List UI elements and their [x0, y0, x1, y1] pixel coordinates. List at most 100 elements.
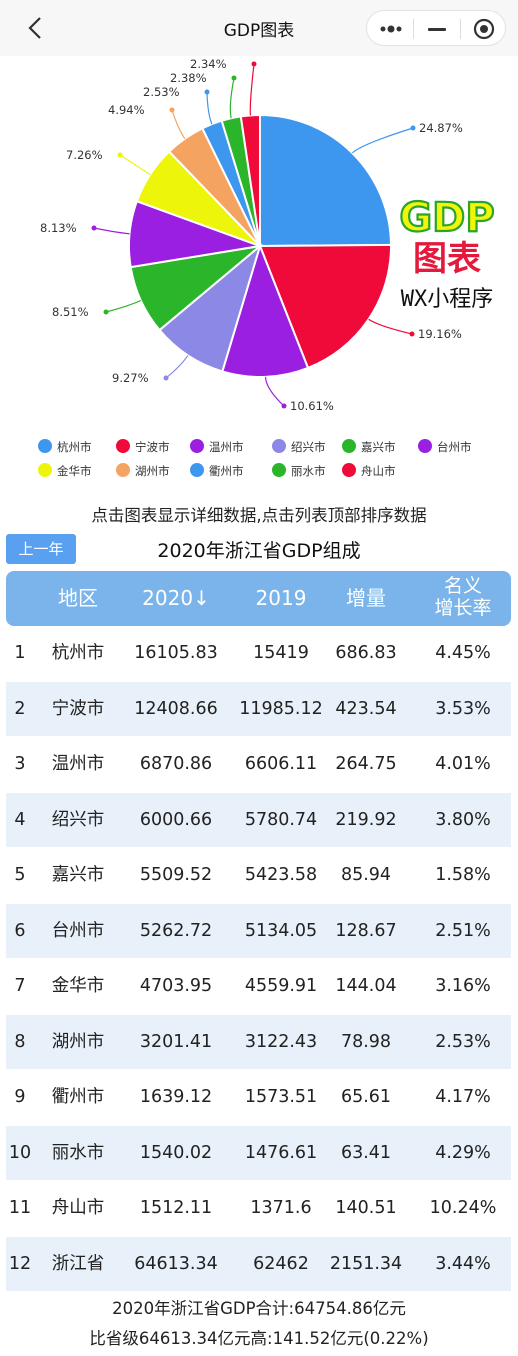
- label-leader-dot: [281, 403, 287, 409]
- table-row[interactable]: 10 丽水市 1540.02 1476.61 63.41 4.29%: [6, 1125, 511, 1181]
- cell-growth: 3.44%: [435, 1253, 491, 1274]
- cell-region: 台州市: [51, 920, 105, 941]
- table-row[interactable]: 12 浙江省 64613.34 62462 2151.34 3.44%: [6, 1236, 511, 1292]
- legend-label: 衢州市: [209, 464, 244, 478]
- cell-region: 温州市: [51, 754, 105, 774]
- table-row[interactable]: 2 宁波市 12408.66 11985.12 423.54 3.53%: [6, 681, 511, 737]
- legend-item[interactable]: 丽水市: [272, 462, 326, 480]
- cell-rank: 3: [14, 754, 26, 774]
- cell-increase: 65.61: [340, 1087, 392, 1107]
- legend-label: 嘉兴市: [361, 440, 396, 454]
- table-row[interactable]: 3 温州市 6870.86 6606.11 264.75 4.01%: [6, 737, 511, 792]
- legend-item[interactable]: 温州市: [190, 438, 244, 456]
- header-2019[interactable]: 2019: [255, 586, 307, 610]
- cell-2019: 11985.12: [239, 698, 323, 719]
- legend-item[interactable]: 宁波市: [116, 438, 170, 456]
- cell-growth: 4.01%: [435, 754, 491, 774]
- label-leader-line: [93, 227, 130, 235]
- cell-increase: 686.83: [335, 643, 397, 663]
- header-increase[interactable]: 增量: [346, 586, 386, 610]
- cell-2020: 16105.83: [134, 643, 218, 663]
- cell-rank: 5: [14, 865, 26, 885]
- header-growth-line1: 名义: [443, 575, 482, 597]
- back-arrow-icon[interactable]: [22, 12, 50, 44]
- cell-region: 舟山市: [51, 1198, 105, 1218]
- cell-2020: 6000.66: [139, 809, 213, 830]
- minimize-icon[interactable]: [427, 19, 447, 39]
- cell-increase: 128.67: [335, 920, 397, 941]
- pie-slice[interactable]: [221, 242, 310, 378]
- cell-rank: 4: [14, 809, 26, 830]
- legend-label: 宁波市: [135, 440, 170, 454]
- legend-color-dot: [190, 439, 204, 453]
- legend-item[interactable]: 衢州市: [190, 462, 244, 480]
- legend-label: 湖州市: [135, 464, 170, 478]
- label-leader-dot: [117, 152, 123, 158]
- pie-percent-label: 2.38%: [170, 71, 207, 85]
- pie-slice[interactable]: [259, 113, 393, 248]
- pie-percent-label: 8.51%: [52, 305, 89, 319]
- legend-item[interactable]: 舟山市: [342, 462, 396, 480]
- legend-item[interactable]: 嘉兴市: [342, 438, 396, 456]
- legend-label: 丽水市: [291, 464, 326, 478]
- header-rank: [6, 571, 34, 626]
- cell-2019: 3122.43: [244, 1031, 318, 1052]
- cell-2019: 5134.05: [244, 920, 318, 941]
- cell-increase: 423.54: [335, 698, 397, 719]
- pie-percent-label: 4.94%: [108, 103, 145, 117]
- label-leader-line: [171, 109, 186, 140]
- table-row[interactable]: 8 湖州市 3201.41 3122.43 78.98 2.53%: [6, 1014, 511, 1070]
- legend-item[interactable]: 杭州市: [38, 438, 92, 456]
- cell-2020: 64613.34: [134, 1253, 218, 1274]
- cell-increase: 63.41: [340, 1142, 392, 1163]
- header-growth-rate[interactable]: 名义 增长率: [418, 571, 508, 626]
- cell-growth: 4.17%: [435, 1087, 491, 1107]
- legend-item[interactable]: 台州市: [418, 438, 472, 456]
- legend-label: 舟山市: [361, 464, 396, 478]
- label-leader-dot: [91, 225, 97, 231]
- table-row[interactable]: 1 杭州市 16105.83 15419 686.83 4.45%: [6, 626, 511, 681]
- capsule-divider: [460, 19, 461, 39]
- gdp-pie-chart[interactable]: 24.87% 19.16% 10.61% 9.27% 8.51% 8.13% 7.26% 4.…: [0, 56, 518, 488]
- table-row[interactable]: 4 绍兴市 6000.66 5780.74 219.92 3.80%: [6, 792, 511, 848]
- header-region[interactable]: 地区: [58, 586, 98, 610]
- legend-label: 台州市: [437, 440, 472, 454]
- cell-rank: 12: [8, 1253, 32, 1274]
- pie-percent-label: 10.61%: [290, 399, 334, 413]
- table-row[interactable]: 5 嘉兴市 5509.52 5423.58 85.94 1.58%: [6, 848, 511, 903]
- previous-year-button[interactable]: 上一年: [6, 534, 76, 564]
- close-target-icon[interactable]: [473, 18, 495, 40]
- legend-label: 金华市: [57, 464, 92, 478]
- label-leader-dot: [204, 89, 210, 95]
- capsule-divider: [413, 19, 414, 39]
- label-leader-line: [206, 91, 213, 125]
- cell-rank: 2: [14, 698, 26, 719]
- table-row[interactable]: 7 金华市 4703.95 4559.91 144.04 3.16%: [6, 959, 511, 1014]
- cell-2020: 5262.72: [139, 920, 213, 941]
- cell-2020: 5509.52: [139, 865, 213, 885]
- label-leader-line: [105, 299, 142, 313]
- cell-region: 杭州市: [51, 643, 105, 663]
- cell-rank: 7: [14, 976, 26, 996]
- pie-svg[interactable]: 24.87% 19.16% 10.61% 9.27% 8.51% 8.13% 7.26% 4.…: [0, 56, 518, 436]
- more-dots-icon[interactable]: [378, 19, 404, 39]
- legend-item[interactable]: 绍兴市: [272, 438, 326, 456]
- legend-item[interactable]: 金华市: [38, 462, 92, 480]
- cell-increase: 78.98: [340, 1031, 392, 1052]
- page-title: GDP图表: [223, 21, 295, 41]
- table-row[interactable]: 9 衢州市 1639.12 1573.51 65.61 4.17%: [6, 1070, 511, 1125]
- pie-percent-label: 9.27%: [112, 371, 149, 385]
- cell-rank: 8: [14, 1031, 26, 1052]
- label-leader-line: [368, 318, 413, 335]
- cell-2019: 5780.74: [244, 809, 318, 830]
- pie-slice[interactable]: [258, 243, 393, 370]
- cell-2019: 5423.58: [244, 865, 318, 885]
- table-row[interactable]: 6 台州市 5262.72 5134.05 128.67 2.51%: [6, 903, 511, 959]
- cell-2020: 4703.95: [139, 976, 213, 996]
- footer-total: 2020年浙江省GDP合计:64754.86亿元: [112, 1299, 406, 1318]
- legend-item[interactable]: 湖州市: [116, 462, 170, 480]
- cell-rank: 6: [14, 920, 26, 941]
- table-row[interactable]: 11 舟山市 1512.11 1371.6 140.51 10.24%: [6, 1181, 511, 1236]
- cell-2019: 6606.11: [244, 754, 318, 774]
- header-2020[interactable]: 2020↓: [142, 586, 210, 610]
